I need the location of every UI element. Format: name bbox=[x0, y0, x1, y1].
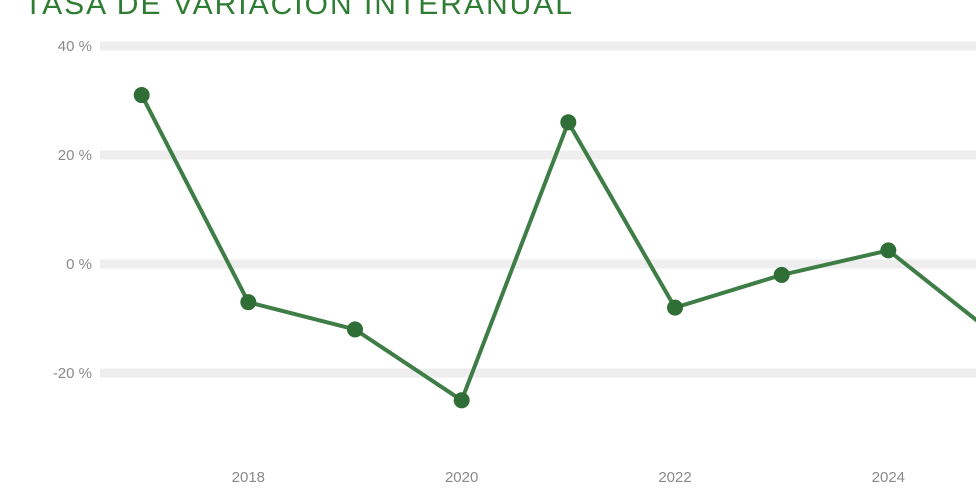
series-layer bbox=[139, 93, 976, 403]
y-tick-label: 0 % bbox=[66, 256, 92, 273]
data-point bbox=[560, 114, 577, 131]
data-point bbox=[347, 321, 363, 338]
x-tick-label: 2020 bbox=[445, 469, 478, 486]
grid-layer bbox=[100, 41, 976, 378]
data-point bbox=[453, 392, 470, 409]
data-point bbox=[667, 299, 683, 316]
point-layer bbox=[133, 87, 897, 409]
x-tick-label: 2022 bbox=[658, 469, 691, 486]
y-axis-ticks: 40 % 20 % 0 % -20 % bbox=[53, 38, 92, 382]
y-tick-label: 40 % bbox=[58, 38, 92, 55]
x-axis-ticks: 2018 2020 2022 2024 bbox=[232, 469, 905, 486]
data-point bbox=[133, 87, 150, 104]
x-tick-label: 2024 bbox=[872, 469, 905, 486]
data-point bbox=[773, 266, 790, 283]
data-point bbox=[240, 294, 257, 311]
chart-title: TASA DE VARIACIÓN INTERANUAL bbox=[24, 0, 574, 21]
x-tick-label: 2018 bbox=[232, 469, 265, 486]
y-tick-label: 20 % bbox=[58, 147, 92, 164]
y-tick-label: -20 % bbox=[53, 365, 92, 382]
data-point bbox=[880, 242, 897, 259]
series-line bbox=[139, 93, 976, 403]
